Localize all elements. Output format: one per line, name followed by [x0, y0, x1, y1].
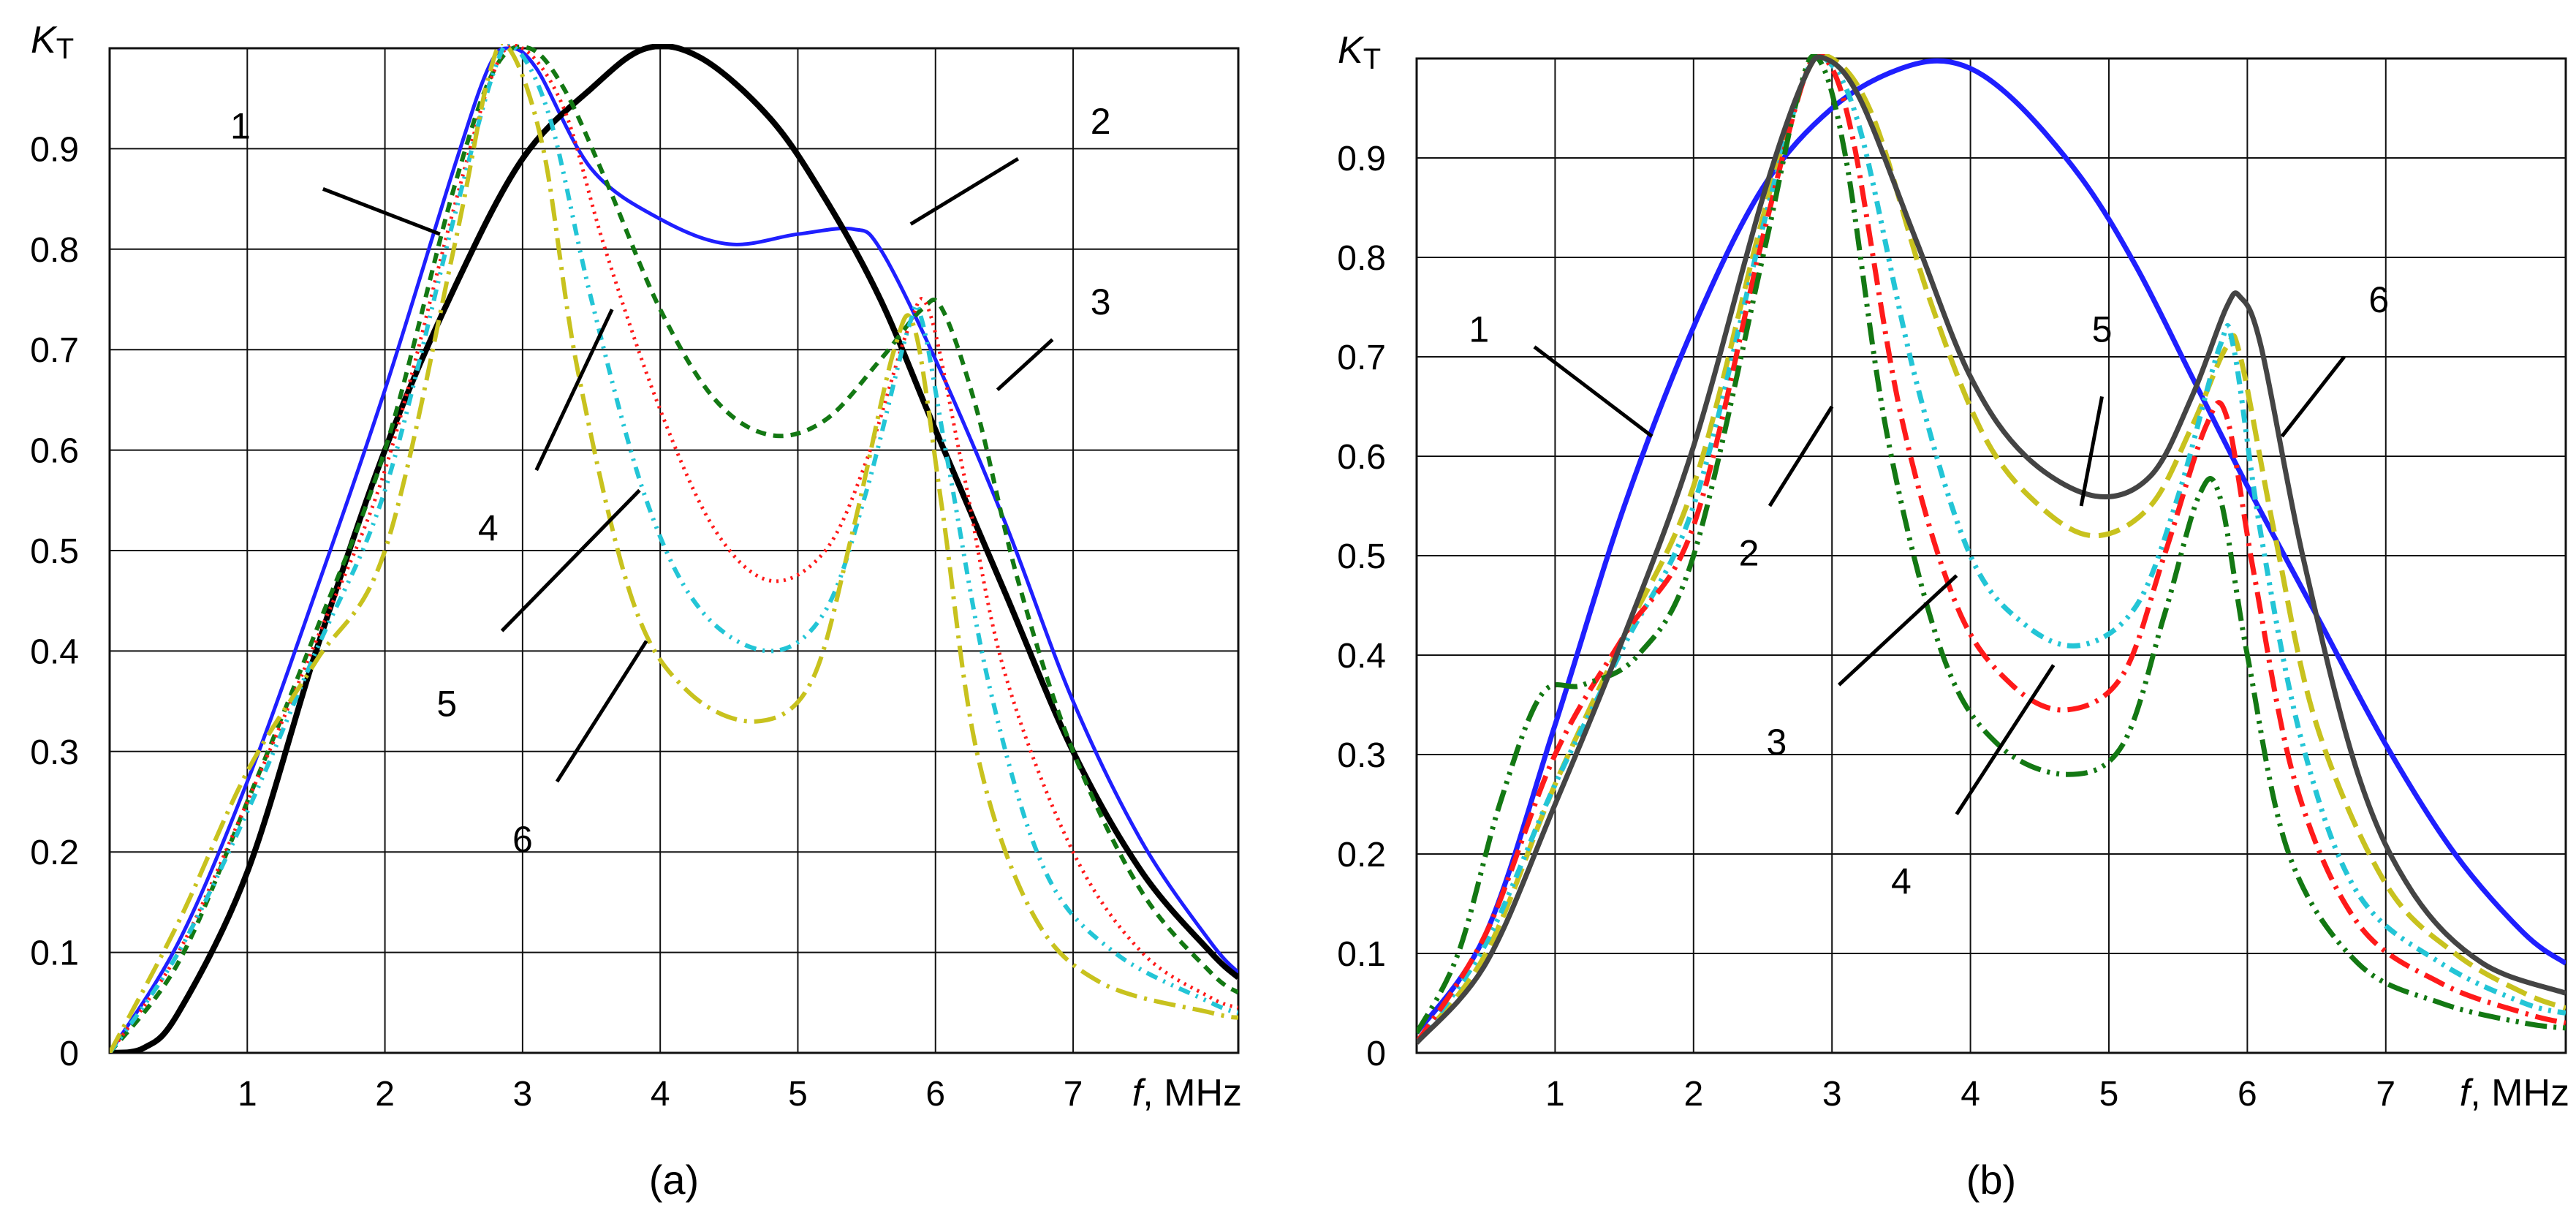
series-line-b-3: [1417, 54, 2566, 1045]
curve-label-a-6: 6: [512, 819, 533, 860]
y-axis-label-sub: T: [1363, 43, 1381, 75]
x-axis-label-unit: , MHz: [2470, 1072, 2569, 1114]
y-tick-label: 0.4: [30, 632, 79, 671]
y-tick-label: 0: [1366, 1035, 1386, 1073]
x-tick-label: 3: [1822, 1075, 1842, 1114]
curve-label-b-2: 2: [1739, 533, 1759, 574]
x-tick-label: 1: [1545, 1075, 1565, 1114]
curve-label-a-3: 3: [1091, 281, 1111, 322]
x-tick-label: 5: [2099, 1075, 2119, 1114]
y-tick-label: 0.4: [1337, 637, 1386, 676]
curve-label-b-1: 1: [1469, 309, 1489, 350]
tick-labels-b: 0 0.1 0.2 0.3 0.4 0.5 0.6 0.7 0.8 0.9 1 2 3 4 5 6 7: [1337, 140, 2395, 1114]
x-axis-label-var: f: [2460, 1072, 2474, 1114]
series-line-a-1: [110, 46, 1238, 1053]
y-tick-label: 0.1: [30, 934, 79, 973]
annotation-leader-b-3: [1837, 574, 1958, 687]
series-line-a-4: [110, 44, 1238, 1053]
annotation-leader-b-1: [1533, 345, 1653, 438]
y-tick-label: 0.7: [30, 331, 79, 370]
x-tick-label: 5: [788, 1075, 808, 1114]
x-axis-label-a: f, MHz: [1132, 1072, 1242, 1114]
y-axis-label-main: K: [1338, 29, 1365, 72]
y-tick-label: 0.2: [30, 834, 79, 872]
curve-label-b-6: 6: [2368, 279, 2389, 320]
annotation-leader-a-6: [555, 640, 648, 783]
panel-caption-b: (b): [1966, 1157, 2016, 1203]
y-tick-label: 0.3: [1337, 736, 1386, 775]
annotation-leader-a-5: [500, 488, 641, 632]
series-group-a: [110, 44, 1238, 1053]
series-group-b: [1417, 54, 2566, 1045]
x-tick-label: 4: [651, 1075, 670, 1114]
y-tick-label: 0.2: [1337, 836, 1386, 874]
plot-frame-b: [1415, 57, 2567, 1054]
series-line-b-4: [1417, 54, 2566, 1045]
curve-label-a-5: 5: [436, 684, 457, 725]
y-tick-label: 0: [59, 1035, 79, 1073]
x-tick-label: 7: [2376, 1075, 2395, 1114]
curve-annotations-a: 1 2 3 4 5 6: [230, 101, 1111, 860]
x-tick-label: 6: [2238, 1075, 2257, 1114]
x-tick-label: 4: [1961, 1075, 1980, 1114]
annotation-leader-b-5: [2079, 396, 2104, 507]
x-tick-label: 6: [925, 1075, 945, 1114]
y-tick-label: 0.8: [30, 231, 79, 270]
y-axis-label-main: K: [31, 19, 58, 61]
x-axis-label-var: f: [1132, 1072, 1146, 1114]
curve-label-b-5: 5: [2092, 309, 2113, 350]
x-tick-label: 7: [1064, 1075, 1083, 1114]
y-tick-label: 0.1: [1337, 935, 1386, 974]
y-tick-label: 0.9: [1337, 140, 1386, 178]
annotation-leader-b-6: [2280, 355, 2346, 438]
series-line-b-1: [1417, 58, 2566, 1035]
y-axis-label-a: KT: [31, 19, 74, 65]
annotation-leader-a-3: [996, 338, 1054, 392]
y-tick-label: 0.8: [1337, 239, 1386, 278]
curve-label-b-4: 4: [1891, 861, 1912, 902]
curve-label-a-4: 4: [478, 507, 499, 548]
annotation-leader-b-4: [1955, 664, 2056, 815]
series-line-a-3: [110, 44, 1238, 1053]
x-tick-label: 2: [375, 1075, 395, 1114]
series-line-a-5: [110, 44, 1238, 1053]
y-axis-label-sub: T: [56, 33, 74, 65]
series-line-b-6: [1417, 54, 2566, 1045]
x-tick-label: 2: [1683, 1075, 1703, 1114]
x-axis-label-unit: , MHz: [1143, 1072, 1242, 1114]
curve-annotations-b: 1 2 3 4 5 6: [1469, 279, 2389, 902]
y-tick-label: 0.5: [1337, 537, 1386, 576]
curve-label-b-3: 3: [1767, 722, 1787, 763]
y-tick-label: 0.3: [30, 733, 79, 772]
chart-panel-a: 00.10.20.30.40.50.60.70.80.91 2 3 4 5 6 7KTf, …: [30, 19, 1242, 1203]
y-tick-label: 0.9: [30, 130, 79, 169]
annotation-leader-a-4: [534, 309, 614, 472]
y-tick-label: 0.5: [30, 532, 79, 571]
x-axis-label-b: f, MHz: [2460, 1072, 2569, 1114]
series-line-b-5: [1417, 54, 2566, 1035]
y-tick-label: 0.7: [1337, 339, 1386, 377]
x-tick-label: 1: [238, 1075, 257, 1114]
curve-label-a-1: 1: [230, 106, 251, 147]
series-line-a-2: [110, 44, 1238, 1053]
y-tick-label: 0.6: [1337, 438, 1386, 477]
series-line-b-2: [1417, 54, 2566, 1045]
series-line-a-6: [110, 44, 1238, 1053]
y-axis-label-b: KT: [1338, 29, 1381, 75]
tick-labels-a: 0 0.1 0.2 0.3 0.4 0.5 0.6 0.7 0.8 0.9 1 2 3 4 5 6 7: [30, 130, 1083, 1114]
annotation-leader-b-2: [1768, 405, 1834, 507]
annotation-leader-a-2: [909, 157, 1020, 226]
curve-label-a-2: 2: [1091, 101, 1111, 142]
chart-panel-b: 00.10.20.30.40.50.60.70.80.91 2 3 4 5 6 7KTf, …: [1337, 29, 2569, 1203]
y-tick-label: 0.6: [30, 432, 79, 471]
annotation-leader-a-1: [322, 187, 441, 236]
x-tick-label: 3: [513, 1075, 533, 1114]
panel-caption-a: (a): [649, 1157, 699, 1203]
